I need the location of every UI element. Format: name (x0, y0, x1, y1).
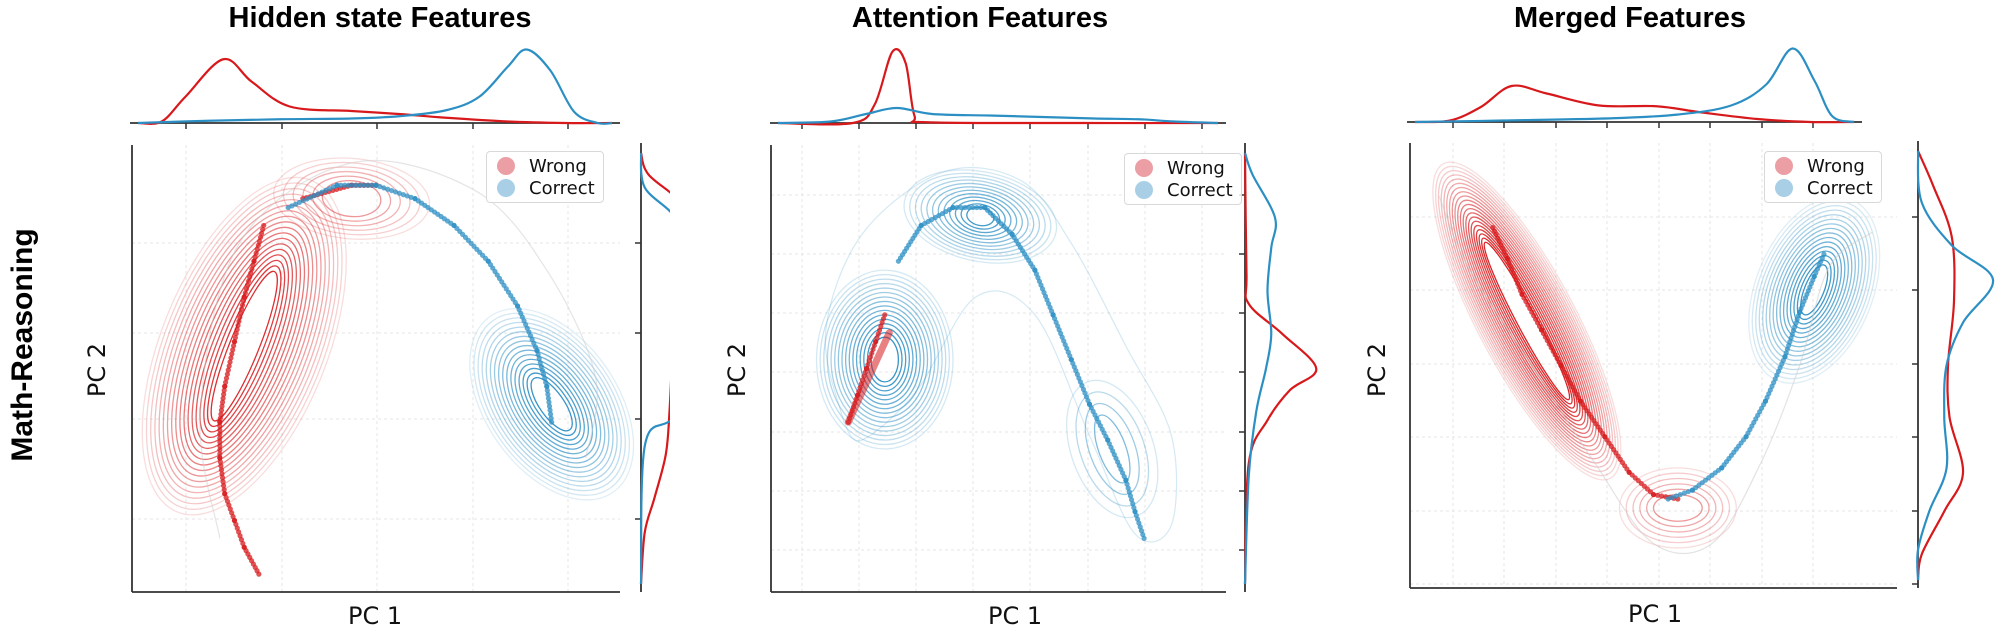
legend-item-wrong: Wrong (1775, 155, 1873, 177)
legend-marker-correct-icon (1135, 181, 1153, 199)
scatter-correct (895, 204, 1147, 541)
legend-label: Correct (529, 177, 595, 199)
y-axis-label: PC 2 (1363, 342, 1391, 398)
panel-merged: Merged Features Wrong Correct PC 1 PC 2 (1340, 0, 2000, 636)
chart-canvas (130, 48, 670, 593)
chart-canvas (1407, 47, 1995, 589)
scatter-correct (285, 182, 555, 425)
legend-item-wrong: Wrong (1135, 157, 1233, 179)
marginal-y-correct (1916, 150, 1995, 581)
y-axis-label: PC 2 (83, 342, 111, 398)
scatter-wrong (845, 312, 888, 425)
legend-label: Correct (1167, 179, 1233, 201)
panel-title: Hidden state Features (228, 2, 532, 34)
legend: Wrong Correct (486, 151, 604, 203)
legend-label: Wrong (529, 155, 587, 177)
legend-label: Correct (1807, 177, 1873, 199)
panel-attention: Attention Features Wrong Correct PC 1 PC… (700, 0, 1370, 636)
legend-marker-correct-icon (497, 179, 515, 197)
legend-item-wrong: Wrong (497, 155, 595, 177)
legend-item-correct: Correct (497, 177, 595, 199)
x-axis-label: PC 1 (1628, 600, 1683, 628)
marginal-y-wrong (1243, 152, 1318, 585)
marginal-y-wrong (639, 152, 670, 585)
legend-item-correct: Correct (1135, 179, 1233, 201)
legend: Wrong Correct (1764, 151, 1882, 203)
panel-title: Merged Features (1513, 2, 1747, 34)
x-axis-label: PC 1 (988, 602, 1043, 630)
marginal-y-correct (1243, 152, 1278, 585)
kde-contours (1432, 161, 1881, 554)
panel-hidden-state: Hidden state Features Wrong Correct PC 1… (0, 0, 670, 636)
legend: Wrong Correct (1124, 153, 1242, 205)
legend-marker-wrong-icon (497, 157, 515, 175)
grid (132, 145, 620, 592)
marginal-x-correct (777, 106, 1219, 125)
legend-label: Wrong (1167, 157, 1225, 179)
legend-label: Wrong (1807, 155, 1865, 177)
scatter-wrong (1490, 224, 1681, 502)
grid (1410, 143, 1897, 588)
legend-marker-correct-icon (1775, 179, 1793, 197)
marginal-y-wrong (1916, 150, 1965, 581)
kde-contours (141, 157, 635, 539)
panel-title: Attention Features (851, 2, 1109, 34)
legend-marker-wrong-icon (1775, 157, 1793, 175)
scatter-correct (1665, 251, 1827, 502)
marginal-y-correct (639, 152, 670, 585)
marginal-x-wrong (137, 58, 613, 125)
legend-item-correct: Correct (1775, 177, 1873, 199)
chart-canvas (770, 48, 1318, 593)
marginal-x-wrong (1414, 84, 1855, 124)
x-axis-label: PC 1 (348, 602, 403, 630)
marginal-x-correct (137, 48, 613, 125)
marginal-x-wrong (777, 48, 1219, 126)
marginal-x-correct (1414, 47, 1855, 124)
legend-marker-wrong-icon (1135, 159, 1153, 177)
y-axis-label: PC 2 (723, 342, 751, 398)
